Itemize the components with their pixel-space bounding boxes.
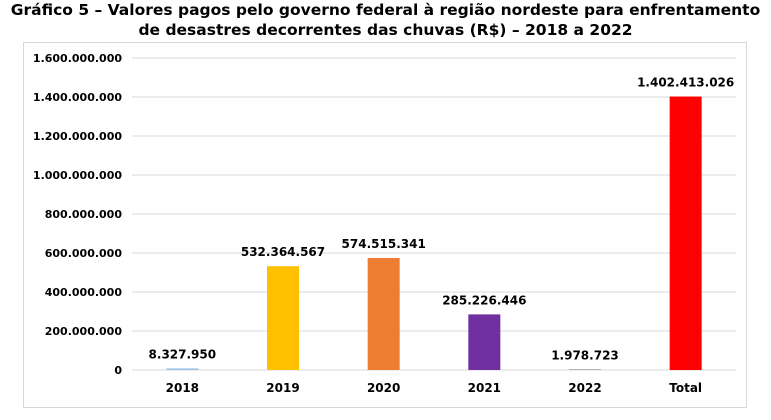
y-tick-label: 200.000.000 — [45, 325, 123, 338]
bar — [267, 266, 299, 370]
x-tick-label: 2022 — [568, 381, 601, 395]
data-label: 8.327.950 — [149, 347, 217, 361]
y-tick-label: 600.000.000 — [45, 247, 123, 260]
data-label: 574.515.341 — [342, 237, 426, 251]
y-tick-label: 1.200.000.000 — [33, 130, 122, 143]
x-tick-label: Total — [669, 381, 702, 395]
chart-area: 0 200.000.000 400.000.000 600.000.000 800.00… — [23, 42, 747, 408]
bar-chart: 0 200.000.000 400.000.000 600.000.000 800.00… — [33, 52, 736, 395]
x-tick-label: 2019 — [266, 381, 299, 395]
x-tick-label: 2021 — [468, 381, 501, 395]
chart-title-line-1: Gráfico 5 – Valores pagos pelo governo f… — [10, 1, 761, 19]
y-tick-label: 0 — [114, 364, 122, 377]
x-tick-label: 2020 — [367, 381, 400, 395]
data-label: 285.226.446 — [442, 293, 526, 307]
data-label: 532.364.567 — [241, 245, 325, 259]
bar — [669, 96, 702, 370]
y-tick-label: 1.600.000.000 — [33, 52, 122, 65]
bar — [166, 368, 199, 370]
bar — [367, 257, 400, 370]
bar — [468, 314, 501, 370]
chart-title: Gráfico 5 – Valores pagos pelo governo f… — [0, 0, 771, 40]
y-tick-label: 400.000.000 — [45, 286, 123, 299]
data-label: 1.978.723 — [551, 349, 619, 363]
data-label: 1.402.413.026 — [637, 76, 734, 90]
y-tick-label: 1.000.000.000 — [33, 169, 122, 182]
x-tick-label: 2018 — [166, 381, 199, 395]
bar — [569, 369, 601, 370]
y-tick-label: 1.400.000.000 — [33, 91, 122, 104]
chart-title-line-2: de desastres decorrentes das chuvas (R$)… — [138, 21, 633, 39]
y-tick-label: 800.000.000 — [45, 208, 123, 221]
